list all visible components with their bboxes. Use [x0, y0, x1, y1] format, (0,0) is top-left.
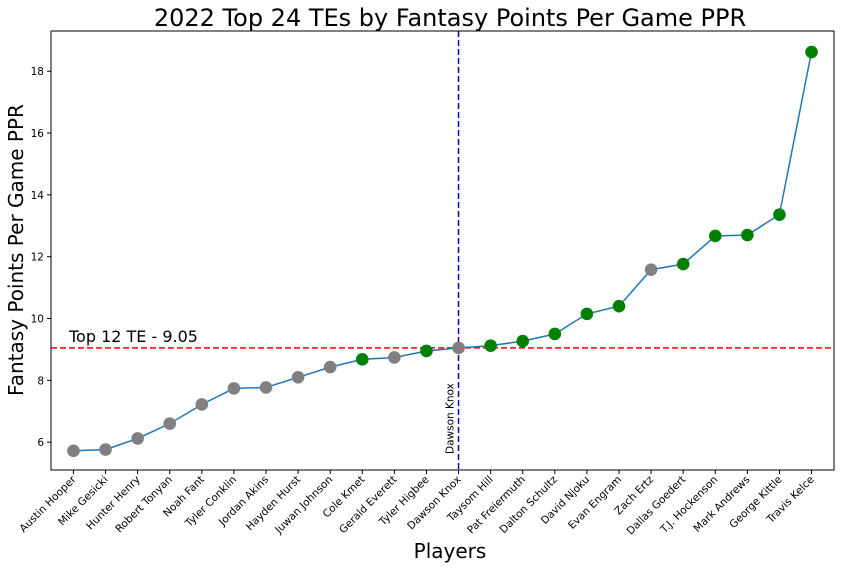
- data-point: [131, 432, 144, 445]
- data-point: [163, 417, 177, 430]
- data-point: [99, 443, 112, 456]
- data-point: [67, 444, 80, 458]
- top12-threshold-label: Top 12 TE - 9.05: [68, 327, 198, 346]
- data-point: [323, 360, 337, 374]
- y-tick-label: 18: [31, 66, 44, 78]
- data-point: [741, 228, 754, 242]
- y-tick-label: 12: [31, 252, 44, 264]
- y-tick-label: 14: [31, 190, 45, 202]
- data-point: [805, 45, 818, 59]
- data-point: [676, 257, 690, 271]
- data-point: [580, 307, 594, 321]
- y-tick-label: 10: [31, 314, 44, 326]
- data-point: [259, 381, 273, 394]
- y-tick-label: 8: [37, 375, 44, 387]
- data-point: [452, 341, 465, 355]
- chart-title: 2022 Top 24 TEs by Fantasy Points Per Ga…: [154, 4, 746, 32]
- data-point: [420, 344, 433, 358]
- dawson-knox-label: Dawson Knox: [445, 383, 457, 454]
- data-point: [516, 334, 530, 348]
- data-point: [484, 339, 497, 353]
- x-axis-label: Players: [414, 539, 487, 563]
- data-series: [67, 45, 818, 458]
- data-point: [291, 370, 305, 384]
- data-point: [708, 229, 722, 243]
- data-point: [388, 351, 401, 364]
- reference-lines: Top 12 TE - 9.05 Dawson Knox: [51, 31, 834, 470]
- data-point: [644, 263, 658, 276]
- y-axis-label: Fantasy Points Per Game PPR: [4, 104, 28, 396]
- data-point: [195, 398, 209, 411]
- y-tick-label: 16: [31, 128, 45, 140]
- data-point: [612, 299, 626, 313]
- plot-area-frame: [50, 30, 835, 471]
- data-point: [548, 327, 562, 341]
- data-point: [355, 353, 369, 366]
- y-tick-label: 6: [37, 437, 44, 449]
- y-axis-ticks: 6 8 10 12 14 16 18: [31, 66, 51, 449]
- data-point: [773, 208, 786, 221]
- data-point: [227, 382, 241, 395]
